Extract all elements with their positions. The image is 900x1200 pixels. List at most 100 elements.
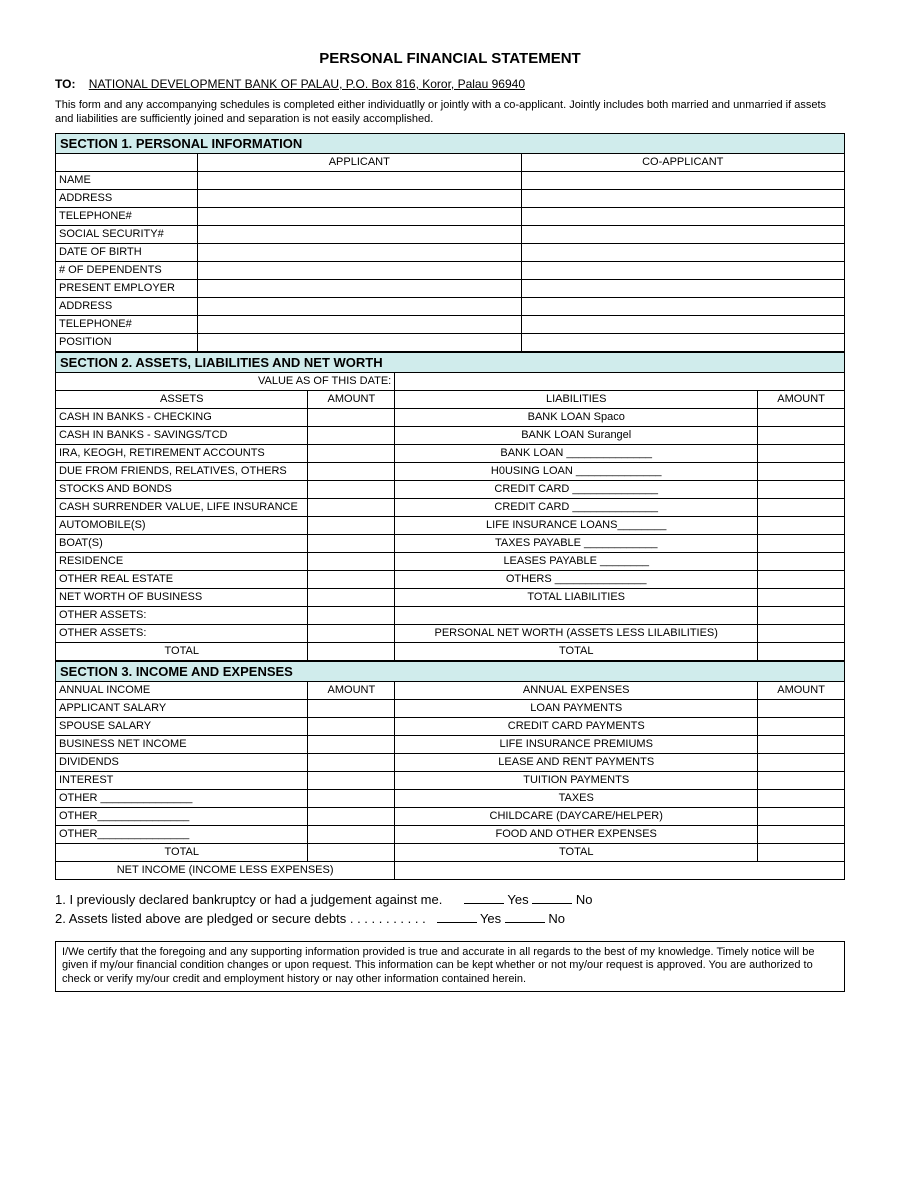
income-amount[interactable] xyxy=(308,807,395,825)
asset-label: DUE FROM FRIENDS, RELATIVES, OTHERS xyxy=(56,462,308,480)
asset-label: IRA, KEOGH, RETIREMENT ACCOUNTS xyxy=(56,444,308,462)
s1-coapplicant-field[interactable] xyxy=(521,171,845,189)
income-amount[interactable] xyxy=(308,717,395,735)
expense-amount[interactable] xyxy=(758,735,845,753)
liability-amount[interactable] xyxy=(758,588,845,606)
s1-row-label: PRESENT EMPLOYER xyxy=(56,279,198,297)
liab-total-label: TOTAL xyxy=(395,642,758,660)
assets-total-amount[interactable] xyxy=(308,642,395,660)
q2-no-blank[interactable] xyxy=(505,911,545,923)
s1-coapplicant-field[interactable] xyxy=(521,261,845,279)
value-date-field[interactable] xyxy=(395,372,845,390)
asset-amount[interactable] xyxy=(308,606,395,624)
q2-yes-blank[interactable] xyxy=(437,911,477,923)
liability-amount[interactable] xyxy=(758,606,845,624)
s1-coapplicant-field[interactable] xyxy=(521,279,845,297)
s1-coapplicant-field[interactable] xyxy=(521,333,845,351)
liability-amount[interactable] xyxy=(758,570,845,588)
liability-amount[interactable] xyxy=(758,498,845,516)
income-amount[interactable] xyxy=(308,735,395,753)
liability-label: BANK LOAN Spaco xyxy=(395,408,758,426)
liability-amount[interactable] xyxy=(758,408,845,426)
liability-amount[interactable] xyxy=(758,534,845,552)
s1-applicant-field[interactable] xyxy=(198,279,521,297)
asset-amount[interactable] xyxy=(308,624,395,642)
income-amount[interactable] xyxy=(308,789,395,807)
q1-no-blank[interactable] xyxy=(532,892,572,904)
net-income-amount[interactable] xyxy=(395,861,845,879)
no-label: No xyxy=(548,911,565,926)
expense-amount[interactable] xyxy=(758,825,845,843)
s1-coapplicant-field[interactable] xyxy=(521,315,845,333)
expense-amount[interactable] xyxy=(758,771,845,789)
s1-applicant-field[interactable] xyxy=(198,315,521,333)
s1-applicant-field[interactable] xyxy=(198,171,521,189)
liab-total-amount[interactable] xyxy=(758,642,845,660)
expense-amount[interactable] xyxy=(758,807,845,825)
no-label: No xyxy=(576,892,593,907)
income-total-amount[interactable] xyxy=(308,843,395,861)
s1-applicant-field[interactable] xyxy=(198,225,521,243)
asset-amount[interactable] xyxy=(308,498,395,516)
asset-label: RESIDENCE xyxy=(56,552,308,570)
expense-label: TAXES xyxy=(395,789,758,807)
expense-total-amount[interactable] xyxy=(758,843,845,861)
liability-label: CREDIT CARD ______________ xyxy=(395,498,758,516)
expense-amount[interactable] xyxy=(758,753,845,771)
s1-applicant-field[interactable] xyxy=(198,189,521,207)
s1-row-label: POSITION xyxy=(56,333,198,351)
expense-amount[interactable] xyxy=(758,789,845,807)
expense-amount[interactable] xyxy=(758,699,845,717)
s1-applicant-field[interactable] xyxy=(198,297,521,315)
asset-amount[interactable] xyxy=(308,552,395,570)
expense-label: LIFE INSURANCE PREMIUMS xyxy=(395,735,758,753)
s1-applicant-field[interactable] xyxy=(198,261,521,279)
s1-row-label: SOCIAL SECURITY# xyxy=(56,225,198,243)
expense-label: TUITION PAYMENTS xyxy=(395,771,758,789)
s1-coapplicant-field[interactable] xyxy=(521,225,845,243)
liability-label: LIFE INSURANCE LOANS________ xyxy=(395,516,758,534)
liability-amount[interactable] xyxy=(758,624,845,642)
asset-amount[interactable] xyxy=(308,444,395,462)
income-amount[interactable] xyxy=(308,699,395,717)
income-amount[interactable] xyxy=(308,771,395,789)
income-label: OTHER _______________ xyxy=(56,789,308,807)
liability-label: BANK LOAN Surangel xyxy=(395,426,758,444)
liability-amount[interactable] xyxy=(758,480,845,498)
income-amount[interactable] xyxy=(308,825,395,843)
s1-coapplicant-field[interactable] xyxy=(521,243,845,261)
col-income: ANNUAL INCOME xyxy=(56,681,308,699)
q1-yes-blank[interactable] xyxy=(464,892,504,904)
col-liabilities: LIABILITIES xyxy=(395,390,758,408)
income-label: DIVIDENDS xyxy=(56,753,308,771)
income-label: OTHER_______________ xyxy=(56,807,308,825)
asset-amount[interactable] xyxy=(308,534,395,552)
liability-label xyxy=(395,606,758,624)
asset-amount[interactable] xyxy=(308,480,395,498)
asset-amount[interactable] xyxy=(308,588,395,606)
expense-amount[interactable] xyxy=(758,717,845,735)
liability-amount[interactable] xyxy=(758,426,845,444)
asset-amount[interactable] xyxy=(308,570,395,588)
liability-label: H0USING LOAN ______________ xyxy=(395,462,758,480)
s1-applicant-field[interactable] xyxy=(198,333,521,351)
income-total-label: TOTAL xyxy=(56,843,308,861)
s1-coapplicant-field[interactable] xyxy=(521,189,845,207)
liability-amount[interactable] xyxy=(758,516,845,534)
liability-amount[interactable] xyxy=(758,462,845,480)
s1-coapplicant-field[interactable] xyxy=(521,297,845,315)
liability-label: TAXES PAYABLE ____________ xyxy=(395,534,758,552)
liability-amount[interactable] xyxy=(758,444,845,462)
asset-amount[interactable] xyxy=(308,462,395,480)
question-1: 1. I previously declared bankruptcy or h… xyxy=(55,890,845,910)
s1-coapplicant-field[interactable] xyxy=(521,207,845,225)
asset-amount[interactable] xyxy=(308,516,395,534)
liability-amount[interactable] xyxy=(758,552,845,570)
asset-amount[interactable] xyxy=(308,426,395,444)
income-amount[interactable] xyxy=(308,753,395,771)
net-income-label: NET INCOME (INCOME LESS EXPENSES) xyxy=(56,861,395,879)
asset-amount[interactable] xyxy=(308,408,395,426)
liability-label: CREDIT CARD ______________ xyxy=(395,480,758,498)
s1-applicant-field[interactable] xyxy=(198,243,521,261)
s1-applicant-field[interactable] xyxy=(198,207,521,225)
